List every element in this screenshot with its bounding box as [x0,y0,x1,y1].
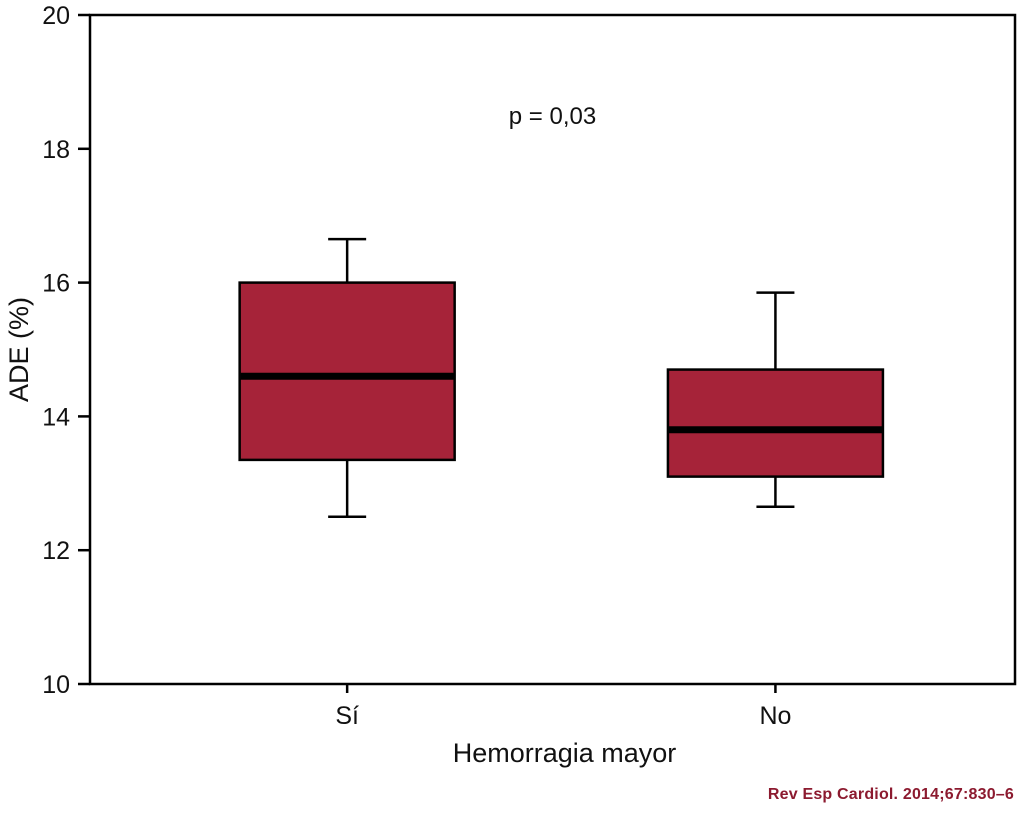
x-axis-label: Hemorragia mayor [453,738,677,768]
box-si [238,281,456,462]
box-no [666,368,885,478]
citation-text: Rev Esp Cardiol. 2014;67:830–6 [767,786,1014,803]
y-tick-label: 12 [42,537,70,565]
x-category-label: Sí [335,702,359,730]
p-value-annotation: p = 0,03 [508,103,597,130]
x-category-label: No [759,702,791,730]
y-tick-label: 20 [42,2,70,30]
y-tick-label: 16 [42,270,70,298]
y-tick-label: 18 [42,136,70,164]
y-axis-label: ADE (%) [4,297,34,402]
y-tick-label: 14 [42,403,70,431]
y-tick-label: 10 [42,671,70,699]
